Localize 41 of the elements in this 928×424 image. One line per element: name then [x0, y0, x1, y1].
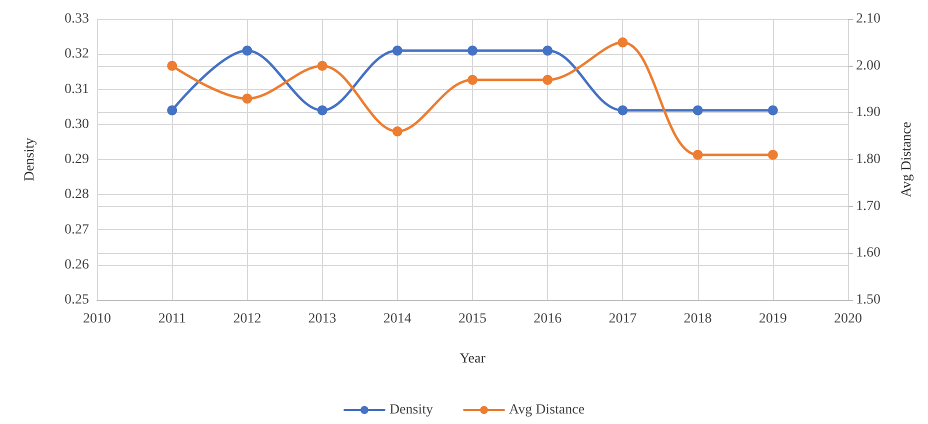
y2-tick-label: 2.10 — [856, 12, 880, 26]
x-tick-label: 2020 — [834, 312, 862, 326]
y-tick-label: 0.33 — [64, 12, 89, 26]
point — [618, 37, 628, 48]
y-tick-label: 0.28 — [64, 187, 89, 202]
y2-tick-label: 2.00 — [856, 58, 880, 74]
x-tick-label: 2013 — [308, 312, 336, 326]
y-tick-label: 0.30 — [64, 116, 89, 132]
x-tick-label: 2016 — [534, 312, 562, 326]
y-tick-label: 0.31 — [64, 82, 89, 97]
y2-tick-label: 1.60 — [856, 246, 880, 261]
point — [242, 94, 252, 104]
x-tick-label: 2017 — [608, 312, 637, 326]
point — [468, 74, 478, 85]
point — [167, 60, 178, 71]
y2-tick-label: 1.50 — [856, 292, 880, 308]
y2-axis-title: Avg Distance — [900, 122, 914, 198]
x-tick-label: 2015 — [458, 312, 486, 326]
y2-tick-label: 1.70 — [856, 198, 880, 214]
x-tick-label: 2012 — [233, 312, 262, 326]
y-tick-label: 0.26 — [64, 257, 89, 272]
y-tick-label: 0.27 — [64, 222, 89, 238]
legend-label: Avg Distance — [509, 402, 585, 418]
y-tick-label: 0.25 — [64, 292, 89, 308]
y-tick-label: 0.29 — [64, 152, 89, 167]
y2-tick-label: 1.80 — [856, 152, 880, 167]
point — [542, 74, 553, 85]
y2-tick-label: 1.90 — [856, 105, 880, 120]
x-tick-label: 2010 — [83, 312, 111, 326]
x-tick-label: 2014 — [383, 312, 412, 326]
point — [692, 150, 703, 160]
x-tick-label: 2011 — [158, 312, 186, 326]
y-tick-label: 0.32 — [64, 46, 89, 62]
point — [392, 126, 402, 136]
point — [768, 150, 778, 160]
legend-label: Density — [389, 402, 434, 418]
x-axis-title: Year — [460, 352, 486, 366]
x-tick-label: 2019 — [758, 312, 787, 326]
point — [317, 60, 328, 71]
y-axis-title: Density — [22, 138, 38, 182]
x-tick-label: 2018 — [684, 312, 712, 326]
